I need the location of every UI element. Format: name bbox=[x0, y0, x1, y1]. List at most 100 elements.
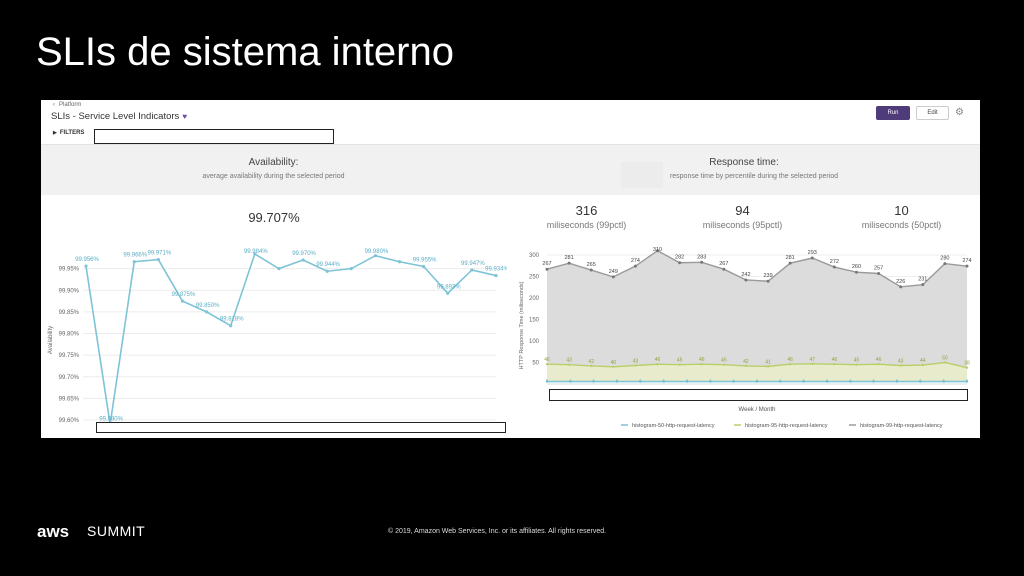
p50-point bbox=[732, 380, 735, 383]
triangle-right-icon[interactable]: ▶ bbox=[53, 130, 57, 136]
response-label-99: miliseconds (99pctl) bbox=[546, 220, 627, 230]
data-label: 99.875% bbox=[172, 292, 196, 298]
breadcrumb[interactable]: ‹ Platform bbox=[53, 102, 81, 108]
y-tick-label: 200 bbox=[529, 296, 540, 302]
p95-point bbox=[700, 363, 703, 366]
p50-data-label: 6 bbox=[592, 378, 595, 383]
edit-button[interactable]: Edit bbox=[916, 106, 949, 120]
p95-point bbox=[877, 363, 880, 366]
p50-point bbox=[755, 380, 759, 383]
p99-point bbox=[899, 285, 903, 289]
y-tick-label: 50 bbox=[532, 361, 539, 367]
filters-label[interactable]: FILTERS bbox=[59, 130, 85, 136]
p99-data-label: 310 bbox=[653, 247, 662, 253]
p99-data-label: 281 bbox=[565, 255, 574, 261]
response-value-99: 316 bbox=[575, 203, 598, 218]
data-label: 99.850% bbox=[196, 303, 220, 309]
p95-point bbox=[899, 364, 902, 367]
p95-data-label: 46 bbox=[699, 357, 705, 363]
p50-point bbox=[685, 380, 689, 383]
p95-point bbox=[811, 362, 814, 365]
p50-data-label: 6 bbox=[896, 378, 899, 383]
p50-data-label: 6 bbox=[546, 378, 549, 383]
p50-data-label: 6 bbox=[826, 378, 829, 383]
redacted-label bbox=[621, 162, 663, 188]
p95-point bbox=[634, 364, 637, 367]
heart-icon[interactable]: ♥ bbox=[182, 112, 188, 121]
data-label: 99.984% bbox=[244, 249, 268, 255]
y-tick-label: 99.75% bbox=[59, 353, 80, 359]
p50-point bbox=[569, 380, 572, 383]
p50-data-label: 6 bbox=[872, 378, 875, 383]
p95-point bbox=[965, 366, 969, 369]
p95-data-label: 46 bbox=[787, 357, 793, 363]
p99-data-label: 283 bbox=[697, 254, 706, 260]
dashboard-title-text: SLIs - Service Level Indicators bbox=[51, 111, 180, 122]
p50-data-label: 6 bbox=[686, 378, 689, 383]
data-label: 99.818% bbox=[220, 317, 244, 323]
response-chart-panel: 300 250 200 150 100 50 HTTP Response Time (mil… bbox=[511, 244, 980, 438]
p99-point bbox=[788, 261, 792, 265]
p50-point bbox=[895, 380, 899, 383]
aws-logo: aws bbox=[37, 522, 70, 541]
data-label: 99.893% bbox=[437, 284, 461, 290]
p50-point bbox=[872, 380, 875, 383]
response-label-50: miliseconds (50pctl) bbox=[861, 220, 942, 230]
gear-icon[interactable]: ⚙ bbox=[955, 107, 964, 118]
p99-area bbox=[547, 250, 967, 384]
p50-data-label: 6 bbox=[616, 378, 619, 383]
run-button[interactable]: Run bbox=[876, 106, 910, 120]
data-point bbox=[156, 257, 160, 262]
p99-data-label: 267 bbox=[719, 261, 728, 267]
chevron-left-icon[interactable]: ‹ bbox=[53, 102, 55, 108]
data-point bbox=[446, 291, 450, 295]
p95-point bbox=[744, 364, 748, 368]
availability-section-title: Availability: bbox=[248, 157, 299, 168]
data-point bbox=[494, 273, 498, 278]
legend-label: histogram-95-http-request-latency bbox=[745, 423, 828, 429]
data-label: 99.956% bbox=[75, 257, 99, 263]
p95-data-label: 38 bbox=[964, 361, 970, 367]
legend-label: histogram-50-http-request-latency bbox=[632, 423, 715, 429]
p99-point bbox=[943, 262, 947, 266]
p95-data-label: 43 bbox=[566, 358, 572, 364]
p95-data-label: 45 bbox=[854, 358, 860, 364]
p95-point bbox=[678, 363, 681, 366]
p50-data-label: 6 bbox=[942, 378, 945, 383]
data-point bbox=[277, 267, 281, 271]
p50-point bbox=[825, 380, 829, 383]
filters-redacted-box bbox=[94, 129, 334, 144]
availability-value: 99.707% bbox=[248, 210, 300, 225]
p95-data-label: 44 bbox=[920, 358, 926, 364]
p95-point bbox=[921, 363, 924, 367]
breadcrumb-label[interactable]: Platform bbox=[59, 102, 82, 108]
slide-title: SLIs de sistema interno bbox=[36, 30, 454, 74]
p95-data-label: 45 bbox=[677, 358, 683, 364]
data-point bbox=[349, 267, 353, 271]
y-tick-label: 300 bbox=[529, 253, 540, 259]
dashboard-title: SLIs - Service Level Indicators ♥ bbox=[51, 111, 187, 122]
p95-point bbox=[943, 361, 947, 364]
p99-point bbox=[633, 264, 637, 268]
data-point bbox=[397, 260, 402, 264]
x-axis-label: Week / Month bbox=[739, 407, 776, 413]
p50-point bbox=[662, 380, 665, 383]
p99-data-label: 282 bbox=[675, 255, 684, 261]
p99-point bbox=[832, 265, 836, 269]
p99-point bbox=[678, 261, 682, 265]
dashboard-screenshot: ‹ Platform SLIs - Service Level Indicator… bbox=[41, 100, 980, 438]
data-point bbox=[373, 254, 378, 258]
p99-point bbox=[810, 256, 814, 260]
y-tick-label: 99.60% bbox=[59, 418, 80, 424]
filters-toggle[interactable]: ▶ FILTERS bbox=[53, 130, 84, 136]
data-label: 99.966% bbox=[123, 253, 147, 259]
p99-point bbox=[700, 260, 704, 264]
p50-point bbox=[779, 380, 782, 383]
p50-point bbox=[615, 380, 619, 383]
p50-point bbox=[592, 380, 595, 383]
legend-label: histogram-99-http-request-latency bbox=[860, 423, 943, 429]
p95-data-label: 40 bbox=[611, 360, 617, 366]
p99-data-label: 257 bbox=[874, 265, 883, 271]
p99-point bbox=[611, 275, 615, 279]
data-point bbox=[229, 324, 233, 328]
